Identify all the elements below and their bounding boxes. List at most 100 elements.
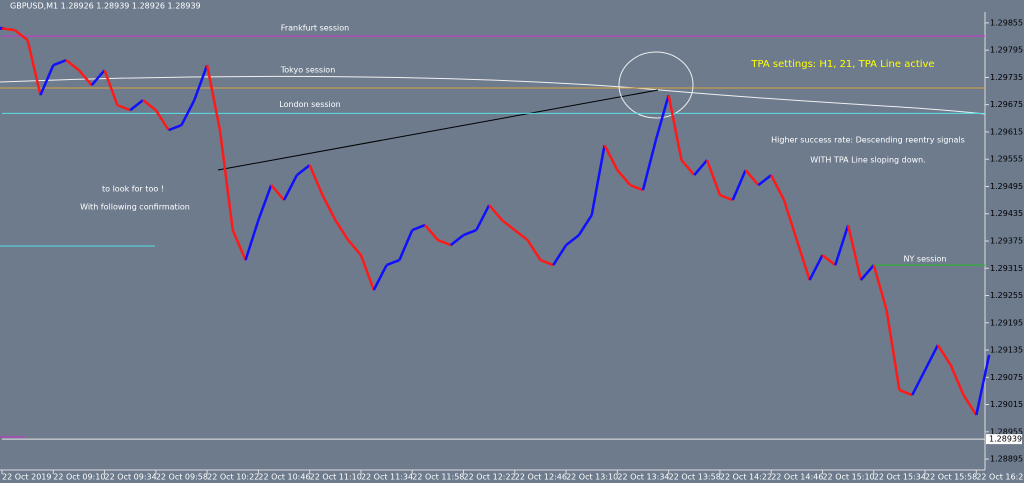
x-tick-label: 22 Oct 09:58 — [156, 473, 208, 482]
price-bar — [347, 239, 362, 256]
price-bar — [103, 69, 119, 106]
price-bar — [398, 229, 414, 261]
y-tick-label: 1.29015 — [990, 400, 1023, 409]
x-tick-label: 22 Oct 11:58 — [412, 473, 464, 482]
y-tick-label: 1.28955 — [990, 427, 1023, 436]
y-tick-label: 1.29315 — [990, 264, 1023, 273]
x-tick-label: 22 Oct 2019 — [2, 473, 51, 482]
y-tick-label: 1.29075 — [990, 373, 1023, 382]
y-tick-label: 1.29255 — [990, 291, 1023, 300]
price-bar — [334, 219, 350, 241]
price-bar — [782, 199, 799, 241]
annotation: Higher success rate: Descending reentry … — [771, 136, 965, 145]
price-bar — [936, 344, 952, 366]
annotation: to look for too ! — [102, 185, 164, 194]
price-bar — [885, 309, 901, 391]
x-tick-label: 22 Oct 09:10 — [53, 473, 105, 482]
current-price-label: 1.28939 — [989, 435, 1022, 444]
x-tick-label: 22 Oct 10:22 — [207, 473, 259, 482]
price-bar — [526, 239, 542, 261]
price-bar — [296, 164, 311, 177]
price-bar — [52, 58, 67, 67]
price-bar — [731, 169, 747, 201]
price-bar — [962, 394, 978, 416]
price-bar — [565, 234, 580, 247]
tokyo-curve — [0, 75, 986, 115]
trend-line — [217, 89, 659, 171]
price-bar — [218, 129, 234, 231]
price-bar — [282, 174, 298, 201]
price-bar — [821, 254, 837, 267]
price-bar — [654, 94, 670, 141]
price-bar — [975, 354, 991, 416]
price-bar — [1, 27, 15, 32]
price-bar — [475, 204, 491, 231]
x-tick-label: 22 Oct 16:22 — [976, 473, 1024, 482]
price-bar — [463, 228, 477, 237]
price-bar — [437, 238, 452, 247]
price-bar — [770, 174, 786, 201]
price-bar — [231, 229, 247, 261]
price-bar — [795, 239, 811, 281]
price-bar — [129, 99, 144, 112]
price-bar — [39, 64, 55, 96]
price-bar — [603, 144, 619, 171]
y-tick-label: 1.29615 — [990, 127, 1023, 136]
price-bar — [680, 159, 696, 176]
price-bar — [859, 264, 875, 281]
price-bar — [577, 214, 593, 236]
price-bar — [321, 194, 337, 221]
price-bar — [744, 169, 760, 186]
x-tick-label: 22 Oct 12:22 — [464, 473, 516, 482]
price-bar — [667, 94, 683, 161]
price-bar — [26, 39, 42, 96]
session-label: London session — [279, 100, 340, 109]
price-bar — [898, 388, 913, 397]
x-tick-label: 22 Oct 15:10 — [822, 473, 874, 482]
chart-title: GBPUSD,M1 1.28926 1.28939 1.28926 1.2893… — [10, 2, 201, 11]
annotation: Tokyo session — [280, 66, 336, 75]
price-bar — [846, 224, 863, 281]
y-tick-label: 1.29495 — [990, 182, 1023, 191]
price-bar — [705, 159, 722, 196]
price-bar — [949, 364, 965, 396]
price-bar — [116, 103, 131, 112]
price-bar — [386, 258, 400, 267]
y-tick-label: 1.29135 — [990, 346, 1023, 355]
x-tick-label: 22 Oct 15:34 — [874, 473, 926, 482]
price-bar — [808, 254, 824, 281]
price-bar — [693, 159, 709, 176]
x-tick-label: 22 Oct 13:10 — [566, 473, 618, 482]
x-tick-label: 22 Oct 12:46 — [515, 473, 567, 482]
price-bar — [616, 169, 632, 186]
price-bar — [719, 193, 734, 202]
price-bar — [514, 229, 529, 242]
price-bar — [308, 164, 324, 196]
price-bar — [193, 64, 209, 101]
y-tick-label: 1.29375 — [990, 237, 1023, 246]
price-bar — [424, 224, 439, 241]
y-tick-label: 1.29195 — [990, 318, 1023, 327]
price-bar — [142, 99, 157, 112]
x-tick-label: 22 Oct 14:46 — [771, 473, 823, 482]
price-bar — [923, 344, 939, 371]
price-bar — [168, 123, 182, 132]
price-bar — [629, 183, 644, 192]
annotation: TPA settings: H1, 21, TPA Line active — [750, 59, 934, 70]
price-bar — [205, 64, 222, 131]
price-bar — [488, 204, 503, 221]
x-tick-label: 22 Oct 10:46 — [258, 473, 310, 482]
price-bar — [359, 254, 375, 291]
price-bar — [911, 369, 927, 396]
current-price-box — [986, 434, 1022, 445]
price-bar — [449, 234, 465, 247]
x-tick-label: 22 Oct 11:34 — [361, 473, 413, 482]
price-bar — [641, 139, 658, 191]
y-tick-label: 1.29675 — [990, 100, 1023, 109]
price-bar — [411, 223, 426, 232]
y-tick-label: 1.28895 — [990, 455, 1023, 464]
highlight-circle — [618, 51, 694, 119]
price-bar — [834, 224, 850, 266]
annotation: With following confirmation — [80, 203, 190, 212]
price-bar — [539, 258, 554, 267]
